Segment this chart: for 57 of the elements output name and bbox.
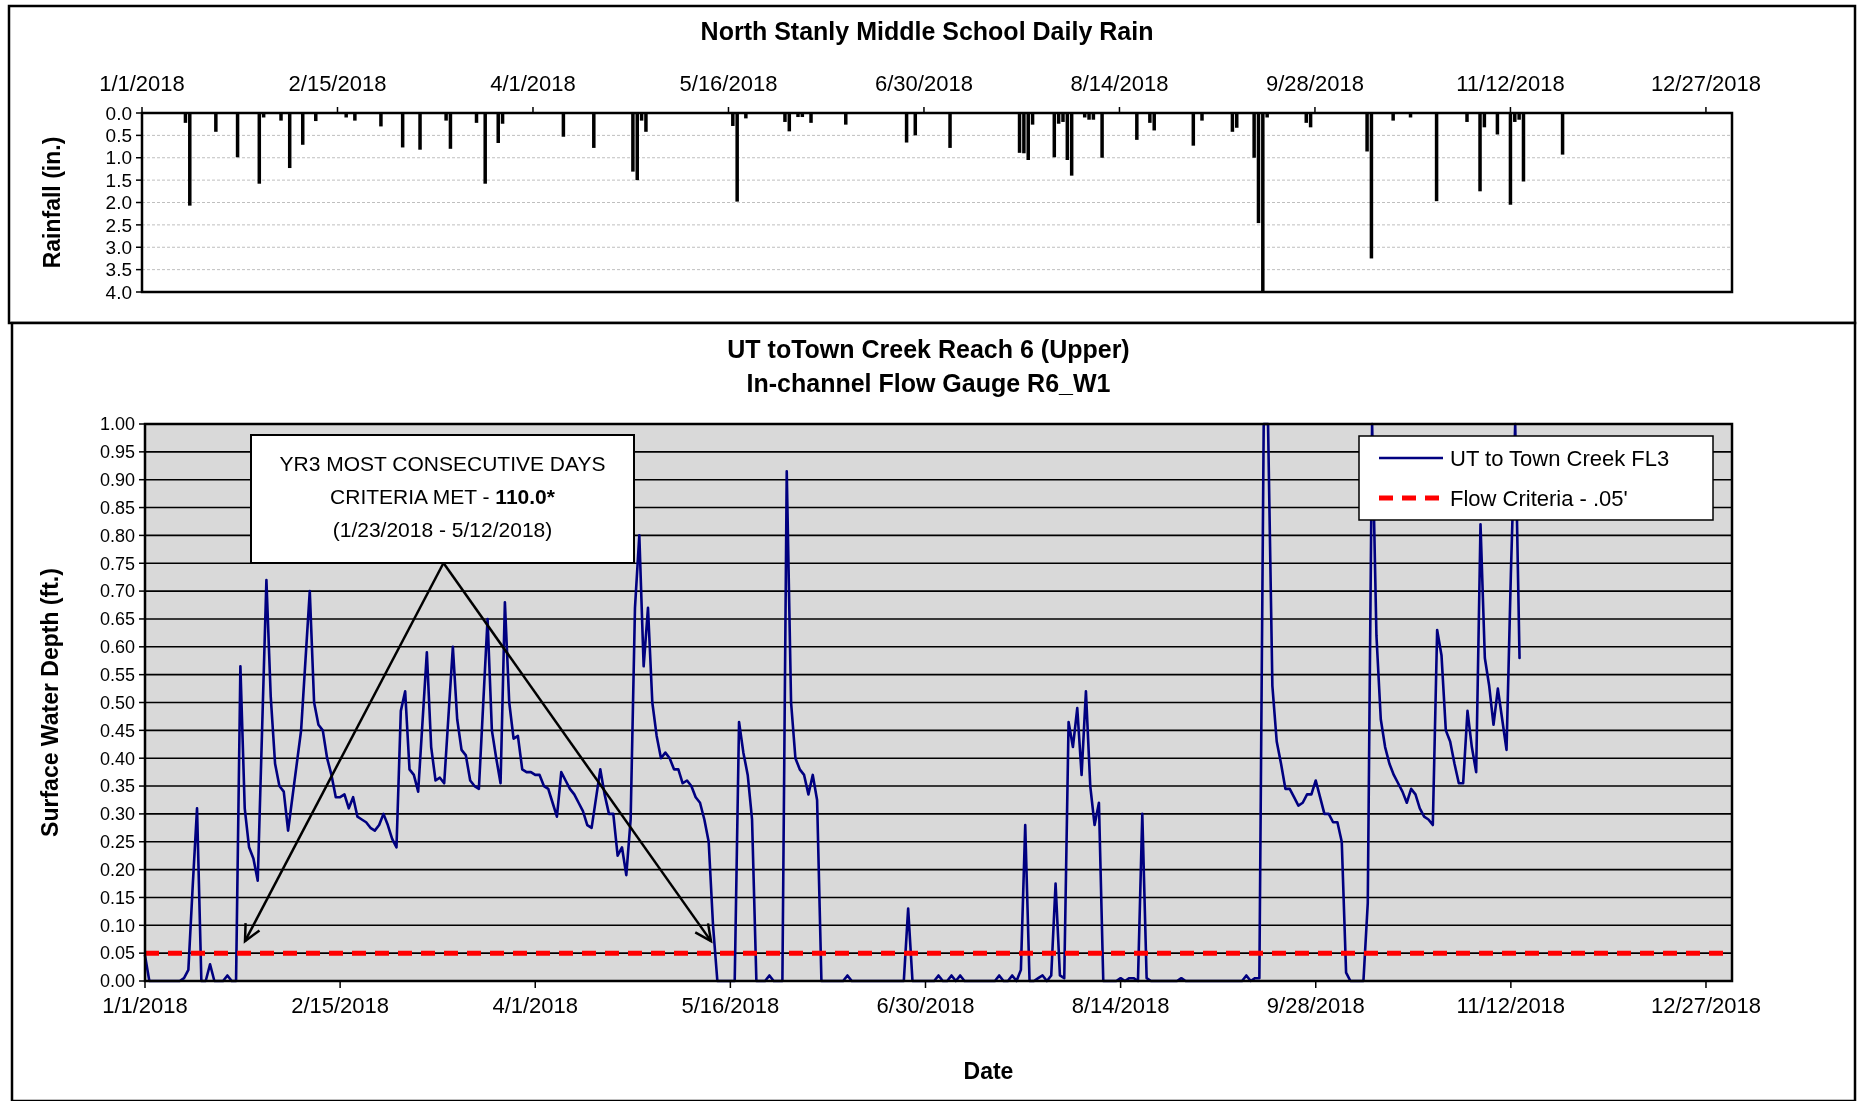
y-tick-label: 0.45 [99, 720, 135, 741]
x-tick-label: 6/30/2018 [875, 71, 973, 96]
y-tick-label: 0.10 [99, 915, 135, 936]
y-tick-label: 3.0 [105, 236, 132, 258]
chart-title: UT toTown Creek Reach 6 (Upper) [727, 335, 1130, 363]
x-tick-label: 11/12/2018 [1456, 71, 1565, 96]
x-tick-label: 2/15/2018 [291, 993, 390, 1018]
y-tick-label: 0.50 [99, 692, 135, 713]
y-tick-label: 0.60 [99, 637, 135, 658]
x-tick-label: 8/14/2018 [1071, 993, 1170, 1018]
y-tick-label: 0.65 [99, 609, 135, 630]
x-tick-label: 11/12/2018 [1456, 993, 1566, 1018]
x-tick-label: 1/1/2018 [99, 71, 185, 96]
x-tick-label: 9/28/2018 [1266, 993, 1365, 1018]
x-tick-label: 4/1/2018 [492, 993, 579, 1018]
x-tick-label: 2/15/2018 [288, 71, 387, 96]
y-tick-label: 0.95 [99, 442, 135, 463]
x-tick-label: 12/27/2018 [1650, 71, 1761, 96]
y-tick-label: 0.40 [99, 748, 135, 769]
y-tick-label: 0.15 [99, 887, 135, 908]
y-tick-label: 0.70 [99, 581, 135, 602]
x-tick-label: 12/27/2018 [1650, 993, 1762, 1018]
x-tick-label: 5/16/2018 [679, 71, 778, 96]
y-tick-label: 0.05 [99, 943, 135, 964]
x-tick-label: 5/16/2018 [681, 993, 780, 1018]
x-tick-label: 9/28/2018 [1266, 71, 1364, 96]
y-tick-label: 0.30 [99, 804, 135, 825]
y-tick-label: 0.80 [99, 525, 135, 546]
y-tick-label: 1.0 [105, 147, 132, 169]
y-tick-label: 0.90 [99, 470, 135, 490]
chart-subtitle: In-channel Flow Gauge R6_W1 [746, 369, 1111, 397]
y-tick-label: 2.0 [105, 192, 132, 214]
x-tick-label: 4/1/2018 [490, 71, 576, 96]
y-tick-label: 1.00 [99, 414, 135, 435]
y-axis-title: Surface Water Depth (ft.) [37, 568, 64, 837]
y-tick-label: 0.20 [99, 859, 135, 880]
legend-label: Flow Criteria - .05' [1450, 485, 1628, 511]
y-tick-label: 1.5 [105, 169, 132, 191]
y-tick-label: 0.55 [99, 664, 135, 685]
y-tick-label: 0.25 [99, 832, 135, 853]
y-tick-label: 2.5 [105, 214, 132, 236]
x-tick-label: 1/1/2018 [102, 993, 188, 1018]
y-tick-label: 0.75 [99, 553, 135, 574]
y-tick-label: 0.35 [99, 776, 135, 797]
x-tick-label: 6/30/2018 [876, 993, 975, 1018]
y-tick-label: 3.5 [105, 259, 132, 281]
y-tick-label: 4.0 [105, 281, 132, 303]
y-tick-label: 0.5 [105, 125, 132, 147]
x-axis-title: Date [963, 1058, 1014, 1084]
y-tick-label: 0.0 [105, 102, 132, 124]
text: YR3 MOST CONSECUTIVE DAYS CRITERIA MET - 110.0* (1/23/2018 - 5/12/2018) [279, 452, 606, 541]
x-tick-label: 8/14/2018 [1070, 71, 1169, 96]
y-tick-label: 0.85 [99, 497, 135, 518]
legend-label: UT to Town Creek FL3 [1450, 445, 1670, 471]
chart-title: North Stanly Middle School Daily Rain [700, 17, 1154, 45]
y-tick-label: 0.00 [99, 971, 135, 992]
y-axis-title: Rainfall (in.) [39, 136, 66, 269]
